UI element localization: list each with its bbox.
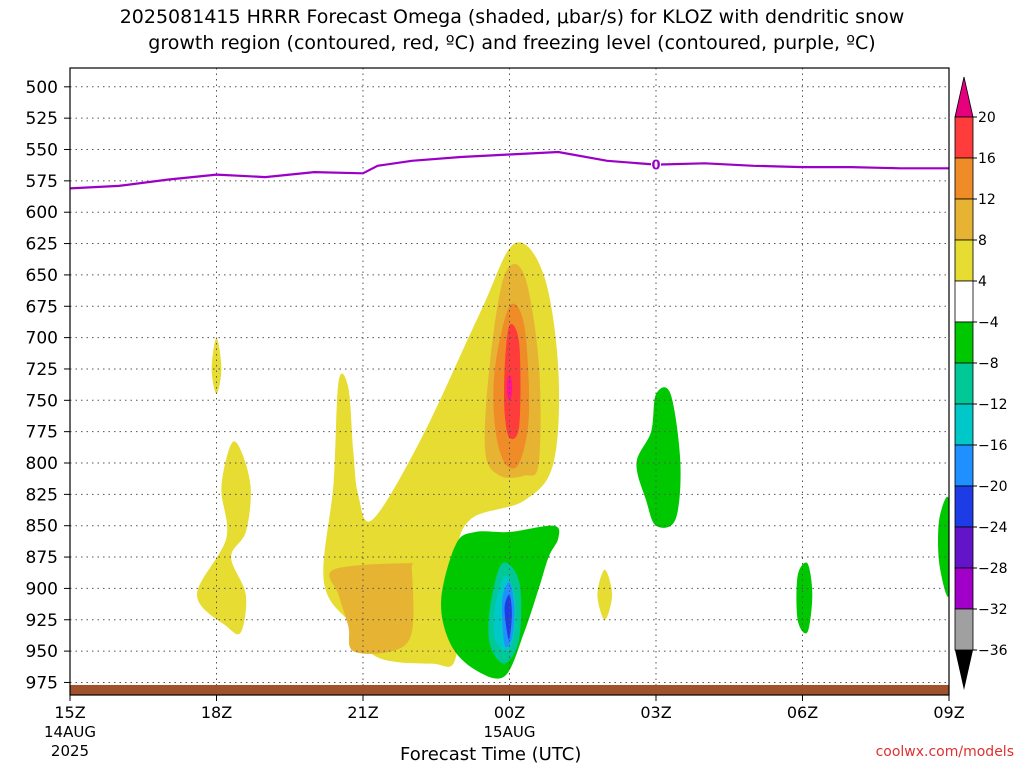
freezing-level-line: 0 xyxy=(69,150,949,190)
colorbar-segment-7 xyxy=(954,403,974,446)
omega-region-16 xyxy=(938,496,949,597)
colorbar-segment-12 xyxy=(954,608,974,651)
y-tick-label-575: 575 xyxy=(26,172,58,192)
colorbar-segment-6 xyxy=(954,362,974,405)
colorbar-segment-5 xyxy=(954,321,974,364)
y-tick-label-725: 725 xyxy=(26,360,58,380)
colorbar-segment-11 xyxy=(954,567,974,610)
watermark: coolwx.com/models xyxy=(875,744,1014,760)
y-tick-label-925: 925 xyxy=(26,611,58,631)
colorbar-top-arrow xyxy=(954,76,974,118)
x-tick-label-06Z: 06Z xyxy=(787,703,818,722)
colorbar-segment-4 xyxy=(954,280,974,323)
colorbar-segment-0 xyxy=(954,116,974,159)
x-tick-label-03Z: 03Z xyxy=(640,703,671,722)
colorbar-label-7: −12 xyxy=(978,397,1008,413)
x-axis-label: Forecast Time (UTC) xyxy=(400,744,582,765)
x-tick-sublabel-15AUG: 15AUG xyxy=(484,723,536,741)
y-tick-label-675: 675 xyxy=(26,297,58,317)
colorbar-label-11: −28 xyxy=(978,561,1008,577)
colorbar-label-3: 8 xyxy=(978,233,987,249)
colorbar-label-9: −20 xyxy=(978,479,1008,495)
omega-region-13 xyxy=(504,594,512,640)
omega-region-14 xyxy=(636,387,681,528)
y-tick-label-875: 875 xyxy=(26,548,58,568)
y-tick-label-700: 700 xyxy=(26,329,58,349)
colorbar-segment-8 xyxy=(954,444,974,487)
chart-title-line2: growth region (contoured, red, ºC) and f… xyxy=(148,32,876,54)
y-tick-label-500: 500 xyxy=(26,78,58,98)
colorbar-label-10: −24 xyxy=(978,520,1008,536)
y-tick-label-525: 525 xyxy=(26,109,58,129)
omega-region-8 xyxy=(597,569,613,620)
colorbar-segment-9 xyxy=(954,485,974,528)
freezing-level-label: 0 xyxy=(651,159,660,174)
omega-region-15 xyxy=(796,562,813,634)
y-tick-label-800: 800 xyxy=(26,454,58,474)
y-tick-label-825: 825 xyxy=(26,485,58,505)
omega-region-3 xyxy=(504,323,521,440)
colorbar: 20 16 12 8 4 −4 −8 −12 −16 −20 −24 −28 −32 −36 xyxy=(954,76,1008,690)
ground-layer xyxy=(70,684,949,695)
grid-lines xyxy=(70,68,949,695)
x-tick-year-2025: 2025 xyxy=(51,742,89,760)
colorbar-label-1: 16 xyxy=(978,151,996,167)
y-tick-label-650: 650 xyxy=(26,266,58,286)
omega-shading xyxy=(197,242,949,679)
colorbar-segment-10 xyxy=(954,526,974,569)
y-tick-label-750: 750 xyxy=(26,391,58,411)
x-tick-label-21Z: 21Z xyxy=(347,703,378,722)
colorbar-segment-2 xyxy=(954,198,974,241)
x-tick-label-09Z: 09Z xyxy=(933,703,964,722)
y-tick-label-775: 775 xyxy=(26,423,58,443)
colorbar-label-6: −8 xyxy=(978,356,999,372)
y-tick-label-950: 950 xyxy=(26,642,58,662)
omega-region-5 xyxy=(329,562,415,654)
colorbar-segment-3 xyxy=(954,239,974,282)
colorbar-label-5: −4 xyxy=(978,315,999,331)
y-tick-label-550: 550 xyxy=(26,141,58,161)
y-tick-label-850: 850 xyxy=(26,517,58,537)
chart-title-line1: 2025081415 HRRR Forecast Omega (shaded, … xyxy=(119,6,905,28)
y-tick-label-600: 600 xyxy=(26,203,58,223)
y-tick-label-975: 975 xyxy=(26,673,58,693)
colorbar-label-13: −36 xyxy=(978,643,1008,659)
x-tick-label-00Z: 00Z xyxy=(494,703,525,722)
colorbar-label-4: 4 xyxy=(978,274,987,290)
freezing-level-path xyxy=(69,150,949,190)
x-tick-label-18Z: 18Z xyxy=(201,703,232,722)
ground-strip xyxy=(70,684,949,695)
x-tick-label-15Z: 15Z xyxy=(54,703,85,722)
y-tick-label-625: 625 xyxy=(26,235,58,255)
y-axis: 500 525 550 575 600 625 650 675 700 725 750 775 800 8… xyxy=(26,78,70,693)
colorbar-bottom-arrow xyxy=(955,650,973,690)
colorbar-label-0: 20 xyxy=(978,110,996,126)
y-tick-label-900: 900 xyxy=(26,579,58,599)
freezing-label-bg xyxy=(651,157,661,172)
colorbar-label-2: 12 xyxy=(978,192,996,208)
x-tick-sublabel-14AUG: 14AUG xyxy=(44,723,96,741)
colorbar-label-8: −16 xyxy=(978,438,1008,454)
omega-region-6 xyxy=(197,441,251,635)
colorbar-label-12: −32 xyxy=(978,602,1008,618)
colorbar-segment-1 xyxy=(954,157,974,200)
